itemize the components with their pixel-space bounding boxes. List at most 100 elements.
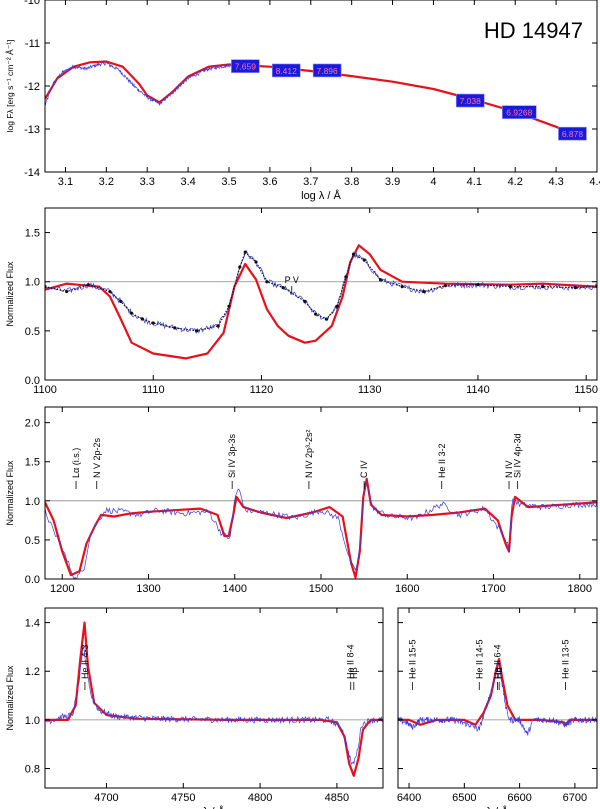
model-series-line — [45, 621, 383, 777]
x-tick-label: 4.3 — [548, 176, 563, 188]
x-axis-label: λ / Å — [203, 805, 226, 809]
x-tick-label: 4.2 — [508, 176, 523, 188]
line-id-label: P V — [285, 275, 299, 285]
line-id-label: He II 3-2 — [437, 443, 447, 478]
line-id-label: He II 15-5 — [407, 639, 417, 679]
x-tick-label: 1140 — [466, 384, 490, 396]
observed-series-line — [45, 480, 597, 579]
y-tick-label: 1.2 — [25, 666, 40, 678]
line-id-label: Si IV 3p-3s — [227, 433, 237, 478]
line-id-label: N IV — [504, 460, 514, 478]
series-group — [45, 244, 597, 360]
photometry-box-label: 6.878 — [562, 129, 584, 139]
x-tick-label: 1130 — [358, 384, 382, 396]
photometry-box — [502, 105, 537, 119]
x-tick-label: 6400 — [397, 792, 421, 804]
y-axis-label: Normalized Flux — [5, 665, 15, 731]
panel-opt_blue: 4700 4750 4800 4850 0.8 1.0 1.2 1.4 λ / Å Normali… — [5, 607, 384, 809]
series-group — [45, 477, 597, 579]
line-id-label: N V 2p-2s — [92, 437, 102, 478]
x-tick-label: 3.6 — [262, 176, 277, 188]
binned-point — [476, 283, 480, 287]
x-tick-label: 6500 — [452, 792, 476, 804]
y-tick-label: 0.0 — [25, 574, 40, 586]
y-tick-label: 2.0 — [25, 418, 40, 430]
y-tick-label: 1.0 — [25, 715, 40, 727]
photometry-box — [231, 59, 260, 73]
observed-series-line — [398, 662, 597, 736]
photometry-box-label: 7.659 — [235, 62, 257, 72]
x-tick-label: 3.1 — [58, 176, 73, 188]
y-tick-label: 1.0 — [25, 277, 40, 289]
panel-opt_red: 6400 6500 6600 6700 λ / Å He II 15-5 He II 14-… — [397, 607, 598, 809]
x-tick-label: 1600 — [395, 583, 419, 595]
series-group — [45, 60, 578, 137]
photometry-box — [312, 63, 342, 78]
star-label: HD 14947 — [484, 18, 583, 43]
x-tick-label: 1100 — [33, 384, 57, 396]
x-tick-label: 1200 — [50, 583, 74, 595]
x-tick-label: 4.4 — [589, 176, 600, 188]
x-tick-label: 4.1 — [467, 176, 482, 188]
y-tick-label: 0.5 — [25, 326, 40, 338]
photometry-box-label: 6.9268 — [506, 108, 532, 118]
x-axis-label: log λ / Å — [301, 189, 341, 202]
x-tick-label: 1700 — [481, 583, 505, 595]
panel-fuse: 1100 1110 1120 1130 1140 1150 0.0 0.5 1.0 1.5 Norm… — [5, 207, 598, 396]
photometry-box-label: 7.896 — [316, 66, 338, 76]
observed-series-line — [45, 249, 597, 335]
x-tick-label: 3.8 — [344, 176, 359, 188]
photometry-box — [455, 93, 485, 108]
line-id-label: He II 6-4 — [493, 644, 503, 679]
y-tick-label: 1.5 — [25, 457, 40, 469]
y-tick-label: 0.5 — [25, 535, 40, 547]
line-id-label: He II 13-5 — [560, 639, 570, 679]
y-tick-label: 0.8 — [25, 764, 40, 776]
x-tick-label: 1400 — [223, 583, 247, 595]
x-tick-label: 3.3 — [140, 176, 155, 188]
x-tick-label: 1800 — [568, 583, 592, 595]
axes-frame — [44, 207, 598, 381]
x-tick-label: 4 — [430, 176, 436, 188]
line-id-label: He II 4-3 — [80, 644, 90, 679]
y-tick-label: 1.5 — [25, 228, 40, 240]
binned-point — [541, 285, 545, 289]
binned-series-line — [45, 251, 597, 332]
line-id-label: He II 8-4 — [346, 644, 356, 679]
y-tick-label: -11 — [25, 38, 40, 50]
y-axis-label: log Fλ [erg s⁻¹ cm⁻² Å⁻¹] — [5, 40, 15, 133]
y-axis-label: Normalized Flux — [5, 460, 15, 526]
x-tick-label: 4850 — [325, 792, 349, 804]
line-id-label: N IV 2p³-2s² — [304, 429, 314, 478]
x-tick-label: 3.9 — [385, 176, 400, 188]
line-id-label: Lα (i.s.) — [71, 448, 81, 478]
y-tick-label: -10 — [24, 0, 40, 7]
binned-point — [508, 285, 513, 289]
y-tick-label: 1.4 — [25, 618, 40, 630]
photometry-box-label: 7.038 — [460, 96, 482, 106]
x-tick-label: 3.4 — [180, 176, 195, 188]
panel-sed: 3.1 3.2 3.3 3.4 3.5 3.6 3.7 3.8 3.9 4 4.1 4.2 4.3 4.4… — [5, 0, 600, 202]
y-tick-label: -13 — [24, 124, 40, 136]
line-id-label: He II 14-5 — [474, 639, 484, 679]
axes-frame — [44, 607, 384, 789]
x-axis-label: λ / Å — [486, 805, 509, 809]
line-id-label: Hα — [494, 667, 504, 679]
axes-frame — [397, 607, 598, 789]
x-tick-label: 6600 — [507, 792, 531, 804]
x-tick-label: 3.5 — [221, 176, 236, 188]
model-series-line — [45, 60, 578, 137]
observed-series-line — [45, 645, 383, 766]
y-tick-label: 1.0 — [25, 496, 40, 508]
line-id-label: Si IV 4p-3d — [513, 433, 523, 478]
x-tick-label: 4700 — [94, 792, 118, 804]
x-tick-label: 6700 — [563, 792, 587, 804]
x-tick-label: 3.7 — [303, 176, 318, 188]
series-group — [45, 621, 383, 777]
x-tick-label: 1150 — [574, 384, 598, 396]
model-series-line — [45, 244, 597, 360]
photometry-box — [271, 63, 301, 78]
x-tick-label: 1120 — [250, 384, 274, 396]
photometry-box-label: 8.412 — [276, 66, 298, 76]
